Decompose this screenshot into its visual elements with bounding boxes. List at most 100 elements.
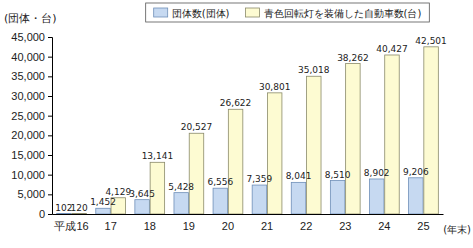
tick: 30,000 (11, 90, 52, 102)
legend: 団体数(団体) 青色回転灯を装備した自動車数(台) (146, 3, 430, 22)
data-label: 38,262 (337, 53, 369, 63)
tick-label: 0 (39, 208, 45, 220)
legend-item: 団体数(団体) (154, 8, 230, 19)
legend-swatch (154, 8, 168, 17)
tick-label: 22 (300, 220, 312, 232)
tick-label: 19 (183, 220, 195, 232)
legend-item: 青色回転灯を装備した自動車数(台) (246, 8, 422, 19)
bar (291, 182, 305, 214)
tick-mark (48, 155, 52, 156)
bar (385, 55, 399, 214)
tick: 平成16 (54, 214, 88, 232)
tick-mark (48, 175, 52, 176)
tick: 20,000 (11, 129, 52, 141)
bar (424, 47, 438, 214)
bar (330, 181, 344, 214)
tick: 10,000 (11, 169, 52, 181)
bar (57, 213, 71, 214)
tick-mark (48, 135, 52, 136)
tick-mark (48, 37, 52, 38)
tick-label: 40,000 (11, 51, 45, 63)
tick-label: 平成16 (54, 220, 88, 232)
tick-label: 24 (378, 220, 390, 232)
bar (72, 213, 86, 214)
data-label: 8,510 (325, 170, 351, 180)
tick: 18 (144, 214, 156, 232)
data-label: 7,359 (247, 174, 273, 184)
tick: 24 (378, 214, 390, 232)
bar (346, 64, 360, 214)
tick-mark (48, 96, 52, 97)
data-label: 42,501 (415, 36, 447, 46)
data-label: 6,556 (207, 177, 233, 187)
bar (307, 76, 321, 214)
data-labels: 1021,4523,6455,4286,5567,3598,0418,5108,… (55, 36, 447, 213)
legend-label: 青色回転灯を装備した自動車数(台) (264, 8, 422, 19)
bar (267, 93, 281, 214)
legend-label: 団体数(団体) (172, 8, 230, 19)
tick: 25,000 (11, 110, 52, 122)
bar (228, 109, 242, 214)
tick-label: 23 (339, 220, 351, 232)
tick: 20 (222, 214, 234, 232)
legend-swatch (246, 8, 260, 17)
tick-label: 18 (144, 220, 156, 232)
tick: 23 (339, 214, 351, 232)
data-label: 8,902 (364, 168, 390, 178)
tick: 5,000 (17, 188, 52, 200)
data-label: 30,801 (259, 82, 291, 92)
y-axis: 0 5,000 10,000 15,000 20,000 25,000 30,000 35,0… (11, 31, 52, 220)
bar (252, 185, 266, 214)
data-label: 35,018 (298, 65, 330, 75)
bar (174, 193, 188, 214)
bar (135, 200, 149, 214)
bar (213, 188, 227, 214)
plot: 1021,4523,6455,4286,5567,3598,0418,5108,… (11, 31, 446, 232)
data-label: 13,141 (142, 151, 174, 161)
tick-mark (48, 57, 52, 58)
data-label: 5,428 (168, 182, 194, 192)
tick-label: 35,000 (11, 70, 45, 82)
tick: 35,000 (11, 70, 52, 82)
x-axis-title: (年末) (443, 224, 471, 235)
tick-label: 25,000 (11, 110, 45, 122)
tick: 45,000 (11, 31, 52, 43)
data-label: 8,041 (286, 171, 312, 181)
tick-label: 21 (261, 220, 273, 232)
tick-mark (48, 76, 52, 77)
data-label: 1,452 (90, 197, 116, 207)
tick: 19 (183, 214, 195, 232)
tick-label: 17 (105, 220, 117, 232)
tick-mark (48, 116, 52, 117)
tick-mark (48, 194, 52, 195)
chart: 1021,4523,6455,4286,5567,3598,0418,5108,… (0, 0, 473, 248)
axis-line (53, 214, 444, 215)
bar (96, 208, 110, 214)
y-axis-title: (団体・台) (4, 12, 57, 25)
data-label: 120 (71, 203, 88, 213)
data-label: 26,622 (220, 98, 252, 108)
tick-label: 20 (222, 220, 234, 232)
tick-label: 30,000 (11, 90, 45, 102)
tick-label: 15,000 (11, 149, 45, 161)
bar (409, 178, 423, 214)
tick-label: 25 (417, 220, 429, 232)
tick: 21 (261, 214, 273, 232)
tick-mark (48, 214, 52, 215)
bar (189, 133, 203, 214)
x-axis: 平成16 17 18 19 20 21 22 23 24 25 (53, 214, 444, 232)
tick-label: 45,000 (11, 31, 45, 43)
tick: 0 (39, 208, 52, 220)
tick-label: 10,000 (11, 169, 45, 181)
data-label: 3,645 (129, 189, 155, 199)
legend-box (146, 3, 430, 22)
tick: 15,000 (11, 149, 52, 161)
data-label: 4,129 (105, 187, 131, 197)
bars (57, 47, 439, 214)
tick: 22 (300, 214, 312, 232)
tick: 25 (417, 214, 429, 232)
data-label: 9,206 (403, 167, 429, 177)
data-label: 20,527 (181, 122, 213, 132)
tick: 40,000 (11, 51, 52, 63)
tick-label: 20,000 (11, 129, 45, 141)
